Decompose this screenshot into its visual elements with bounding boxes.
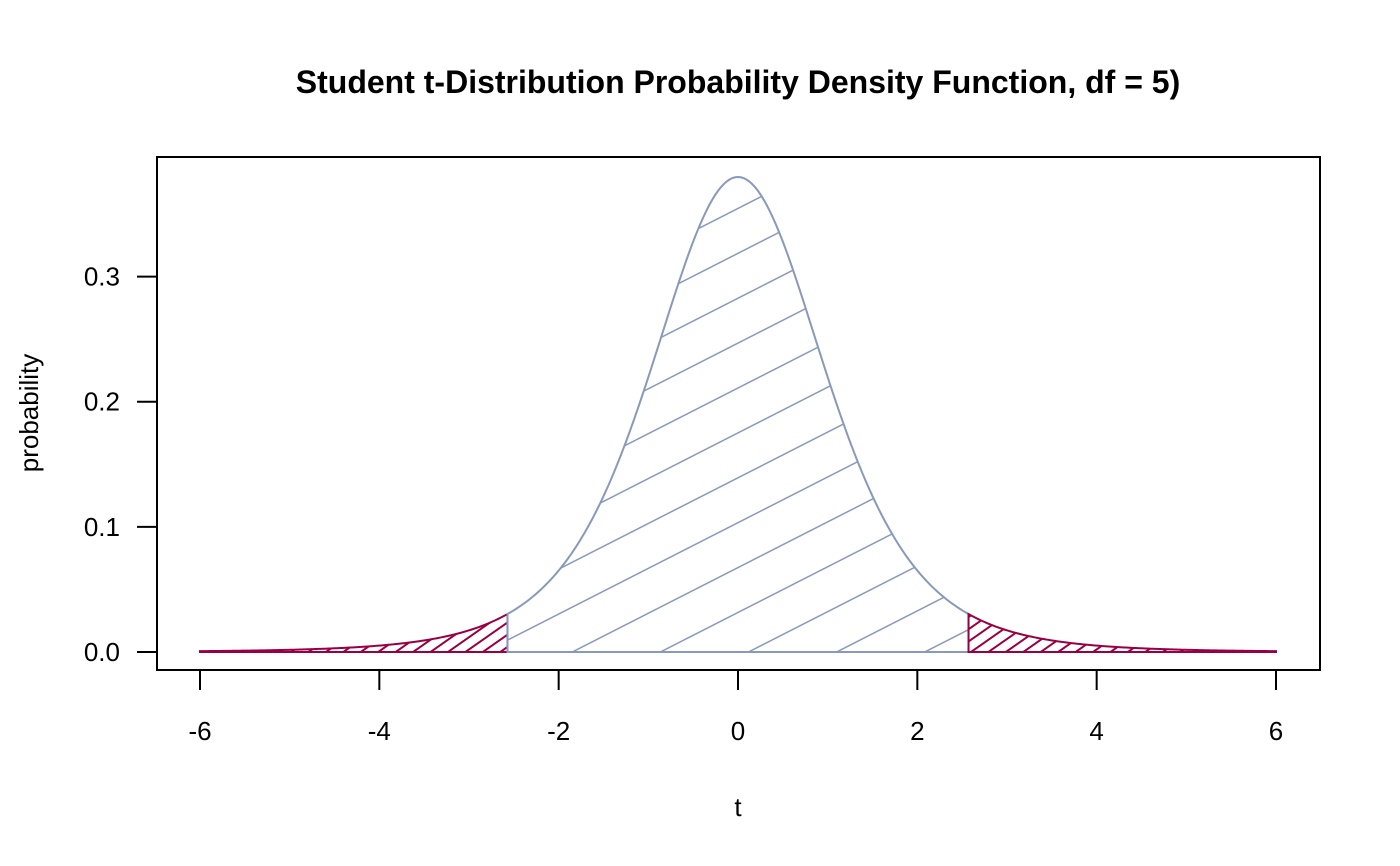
y-tick-label: 0.3 xyxy=(84,262,120,292)
y-axis-label: probability xyxy=(14,354,44,473)
x-axis-label: t xyxy=(734,792,742,822)
region-right-tail xyxy=(967,612,1277,653)
x-tick-label: -6 xyxy=(188,716,211,746)
x-tick-label: -4 xyxy=(368,716,391,746)
y-tick-label: 0.2 xyxy=(84,387,120,417)
y-axis: 0.0 0.1 0.2 0.3 xyxy=(84,262,158,667)
y-tick-label: 0.0 xyxy=(84,637,120,667)
x-tick-label: -2 xyxy=(547,716,570,746)
region-left-tail xyxy=(199,612,509,653)
region-center xyxy=(506,175,970,653)
density-regions xyxy=(199,175,1277,653)
chart-title: Student t-Distribution Probability Densi… xyxy=(296,64,1180,100)
x-tick-label: 6 xyxy=(1269,716,1283,746)
y-tick-label: 0.1 xyxy=(84,512,120,542)
x-tick-label: 2 xyxy=(910,716,924,746)
x-axis: -6 -4 -2 0 2 4 6 xyxy=(188,669,1283,746)
x-tick-label: 0 xyxy=(731,716,745,746)
x-tick-label: 4 xyxy=(1089,716,1103,746)
